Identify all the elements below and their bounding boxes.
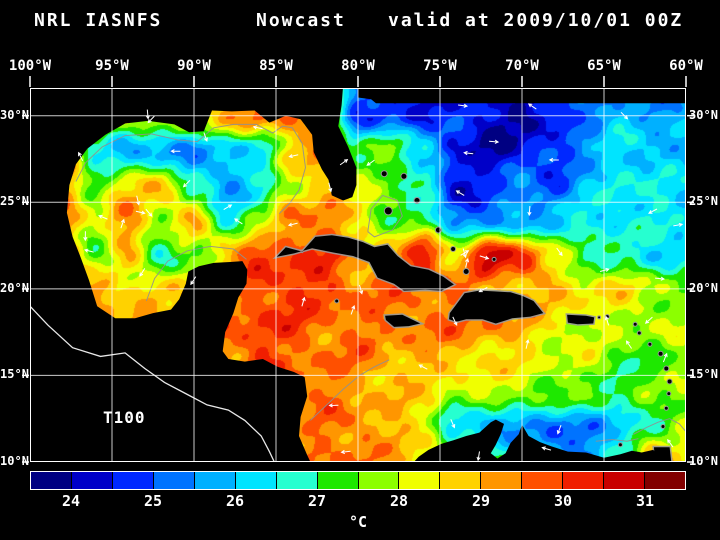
colorbar-tick-label: 29 [471, 492, 491, 510]
colorbar-segment [439, 472, 481, 489]
lat-tick-label: 25°N [0, 194, 29, 209]
lat-tick-label: 10°N [689, 454, 718, 468]
colorbar-segment [480, 472, 522, 489]
colorbar-tick-label: 24 [61, 492, 81, 510]
lat-tick-label: 15°N [0, 367, 29, 382]
colorbar-segment [193, 472, 235, 489]
lon-tick-label: 95°W [95, 58, 129, 74]
title-model-name: NRL IASNFS [34, 10, 163, 31]
lat-tick-label: 20°N [0, 280, 29, 295]
lon-tick-label: 70°W [505, 58, 539, 74]
colorbar-segment [398, 472, 440, 489]
lat-tick-label: 25°N [689, 194, 718, 209]
colorbar-segment [603, 472, 645, 489]
lon-tick-label: 100°W [8, 58, 52, 74]
lon-tick-label: 80°W [341, 58, 375, 74]
lon-tick-label: 75°W [423, 58, 457, 74]
colorbar-tick-label: 31 [635, 492, 655, 510]
colorbar-segment [70, 472, 112, 489]
colorbar-segment [357, 472, 399, 489]
colorbar-segment [562, 472, 604, 489]
colorbar-segment [31, 472, 71, 489]
lon-tick-label: 90°W [177, 58, 211, 74]
colorbar-segment [521, 472, 563, 489]
sst-heatmap-canvas [30, 88, 686, 462]
title-valid-time: valid at 2009/10/01 00Z [388, 10, 684, 31]
colorbar-tick-label: 26 [225, 492, 245, 510]
colorbar-unit-label: °C [348, 513, 368, 531]
colorbar-segment [275, 472, 317, 489]
lat-tick-label: 10°N [0, 454, 29, 468]
title-product: Nowcast [256, 10, 346, 31]
colorbar-segment [316, 472, 358, 489]
lat-tick-label: 30°N [689, 107, 718, 122]
colorbar-tick-label: 27 [307, 492, 327, 510]
colorbar-segment [111, 472, 153, 489]
colorbar-tick-label: 30 [553, 492, 573, 510]
lat-tick-label: 30°N [0, 107, 29, 122]
colorbar-segment [152, 472, 194, 489]
colorbar-tick-label: 25 [143, 492, 163, 510]
depth-field-label: T100 [103, 408, 146, 427]
lat-tick-label: 20°N [689, 280, 718, 295]
colorbar-segment [234, 472, 276, 489]
lat-tick-label: 15°N [689, 367, 718, 382]
colorbar-segment [644, 472, 685, 489]
lon-tick-label: 65°W [587, 58, 621, 74]
lon-tick-label: 85°W [259, 58, 293, 74]
lon-tick-label: 60°W [669, 58, 703, 74]
colorbar [30, 471, 686, 490]
colorbar-tick-label: 28 [389, 492, 409, 510]
